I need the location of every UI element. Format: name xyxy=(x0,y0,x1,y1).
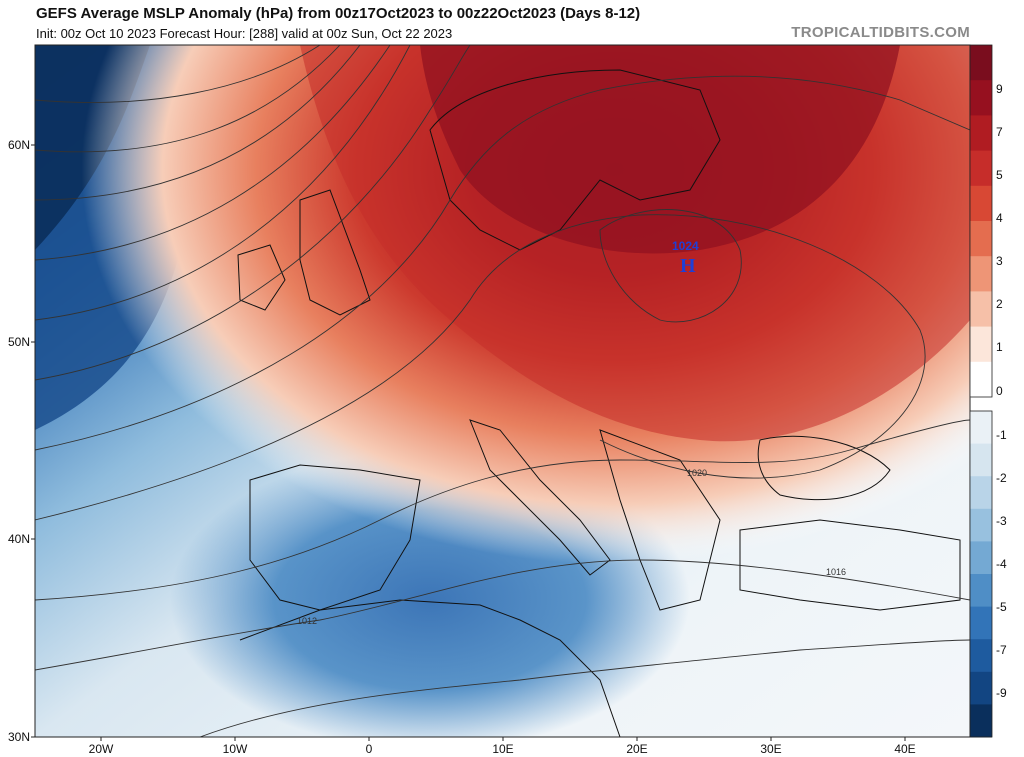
isobar-label-1020: 1020 xyxy=(687,468,707,478)
isobar-label-1012: 1012 xyxy=(297,616,317,626)
colorbar-tick-neg2: -2 xyxy=(996,471,1007,485)
colorbar-swatch xyxy=(970,150,992,187)
colorbar-tick-5: 5 xyxy=(996,168,1003,182)
lon-label-10e: 10E xyxy=(492,742,513,756)
colorbar-tick-1: 1 xyxy=(996,340,1003,354)
colorbar-swatch xyxy=(970,574,992,608)
colorbar-swatch xyxy=(970,291,992,328)
lon-label-20e: 20E xyxy=(626,742,647,756)
warm-peak xyxy=(420,45,900,254)
isobars xyxy=(35,45,970,737)
colorbar-swatch xyxy=(970,411,992,445)
colorbar-positive xyxy=(970,45,992,398)
colorbar-tick-2: 2 xyxy=(996,297,1003,311)
colorbar-negative xyxy=(970,411,992,738)
colorbar-swatch xyxy=(970,185,992,222)
colorbar: 9 7 5 4 3 2 1 0 -1 -2 -3 -4 -5 -7 -9 xyxy=(969,44,1007,738)
lat-label-30n: 30N xyxy=(8,730,30,744)
colorbar-tick-neg9: -9 xyxy=(996,686,1007,700)
site-credit: TROPICALTIDBITS.COM xyxy=(791,24,970,41)
lon-label-20w: 20W xyxy=(89,742,114,756)
colorbar-tick-0: 0 xyxy=(996,384,1003,398)
colorbar-tick-neg4: -4 xyxy=(996,557,1007,571)
colorbar-swatch xyxy=(970,45,992,81)
high-pressure-symbol: H xyxy=(680,255,696,277)
colorbar-swatch xyxy=(970,639,992,673)
colorbar-swatch xyxy=(970,256,992,292)
longitude-axis: 20W 10W 0 10E 20E 30E 40E xyxy=(89,737,916,756)
colorbar-tick-neg1: -1 xyxy=(996,428,1007,442)
lon-label-40e: 40E xyxy=(894,742,915,756)
colorbar-swatch xyxy=(970,606,992,640)
colorbar-swatch xyxy=(970,541,992,575)
colorbar-swatch xyxy=(970,671,992,705)
colorbar-swatch xyxy=(970,443,992,477)
map-plot-area: 1020 1016 1012 1024 H xyxy=(35,45,970,737)
lat-label-40n: 40N xyxy=(8,532,30,546)
lat-label-50n: 50N xyxy=(8,335,30,349)
colorbar-tick-neg5: -5 xyxy=(996,600,1007,614)
colorbar-swatch xyxy=(970,508,992,542)
colorbar-swatch xyxy=(970,115,992,152)
lon-label-10w: 10W xyxy=(223,742,248,756)
colorbar-tick-4: 4 xyxy=(996,211,1003,225)
map-subtitle: Init: 00z Oct 10 2023 Forecast Hour: [28… xyxy=(36,26,453,41)
coastlines xyxy=(237,69,961,737)
lat-label-60n: 60N xyxy=(8,138,30,152)
colorbar-tick-7: 7 xyxy=(996,125,1003,139)
colorbar-tick-3: 3 xyxy=(996,254,1003,268)
colorbar-tick-neg7: -7 xyxy=(996,643,1007,657)
colorbar-swatch xyxy=(970,476,992,510)
colorbar-swatch xyxy=(970,361,992,398)
map-title: GEFS Average MSLP Anomaly (hPa) from 00z… xyxy=(36,5,641,22)
high-pressure-value: 1024 xyxy=(672,239,699,253)
lon-label-0: 0 xyxy=(366,742,373,756)
isobar-label-1016: 1016 xyxy=(826,567,846,577)
colorbar-swatch xyxy=(970,80,992,116)
colorbar-swatch xyxy=(970,704,992,738)
latitude-axis: 60N 50N 40N 30N xyxy=(8,138,35,744)
colorbar-swatch xyxy=(970,326,992,363)
colorbar-swatch xyxy=(970,221,992,257)
colorbar-tick-neg3: -3 xyxy=(996,514,1007,528)
high-center-isobar xyxy=(599,209,742,323)
lon-label-30e: 30E xyxy=(760,742,781,756)
colorbar-tick-9: 9 xyxy=(996,82,1003,96)
